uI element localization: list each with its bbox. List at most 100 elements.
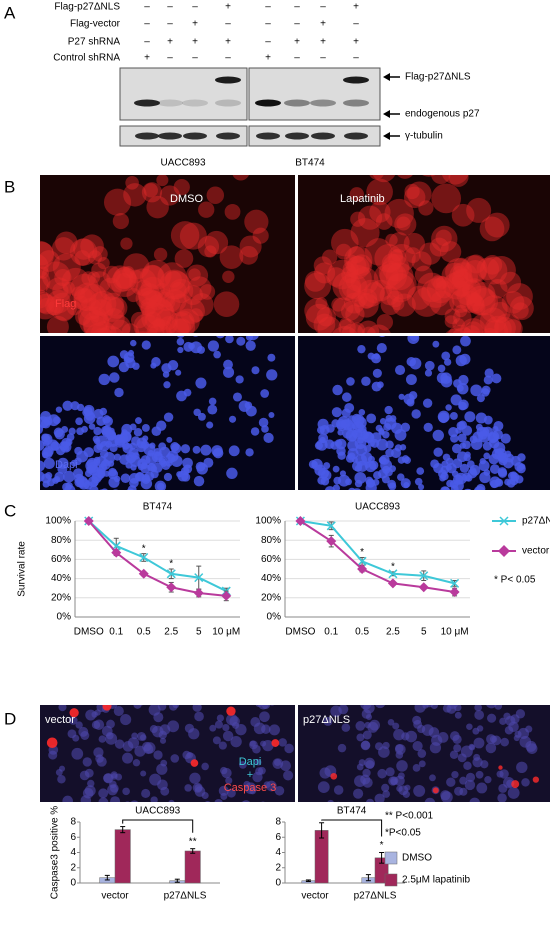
cell <box>129 269 143 284</box>
cell <box>342 260 359 278</box>
cell <box>348 487 356 490</box>
cell <box>206 186 225 204</box>
cell <box>465 672 472 679</box>
cell <box>455 858 463 866</box>
cell <box>61 267 90 297</box>
cell <box>79 770 90 781</box>
cell <box>424 797 436 802</box>
cell <box>62 400 73 411</box>
cell <box>195 377 207 389</box>
cell <box>99 296 125 322</box>
cell <box>486 705 497 709</box>
cell <box>475 506 483 514</box>
cell <box>141 462 148 470</box>
cell <box>274 785 285 796</box>
cell <box>93 719 105 730</box>
cell <box>197 412 206 421</box>
cell <box>338 318 356 333</box>
cell <box>258 417 269 428</box>
cell <box>71 747 84 760</box>
cell <box>431 225 458 253</box>
cell <box>100 828 108 836</box>
cell <box>451 288 472 309</box>
cell <box>344 402 355 413</box>
cell <box>448 426 459 438</box>
cell <box>384 417 397 430</box>
cell <box>88 299 114 324</box>
cell <box>326 489 331 490</box>
cell <box>79 283 108 312</box>
cell <box>405 247 421 263</box>
bracket <box>321 819 383 837</box>
cell <box>482 426 493 437</box>
cell <box>148 682 158 692</box>
cell <box>457 383 469 395</box>
cell <box>156 763 168 775</box>
cell <box>453 744 462 753</box>
cell <box>165 295 181 312</box>
cell <box>114 387 124 398</box>
cell <box>144 311 162 329</box>
cell <box>452 265 465 278</box>
cell <box>199 834 209 844</box>
cell <box>413 784 426 797</box>
cell <box>389 465 396 473</box>
cell <box>357 320 380 333</box>
cell <box>511 780 520 789</box>
cell <box>426 275 455 304</box>
cell <box>211 856 219 864</box>
cell <box>456 421 466 431</box>
cell <box>75 308 92 325</box>
cell <box>446 479 454 488</box>
cell <box>435 845 444 854</box>
cell <box>190 341 203 354</box>
cell <box>121 323 140 333</box>
cell <box>366 178 393 206</box>
cell <box>170 221 200 250</box>
cell <box>135 315 165 333</box>
cell <box>212 736 221 745</box>
cell <box>144 297 174 327</box>
cell <box>252 744 261 754</box>
cell <box>324 486 336 490</box>
sign: + <box>320 19 326 30</box>
cell <box>139 518 146 525</box>
cell <box>232 175 249 181</box>
cell <box>141 424 150 432</box>
panel-label: D <box>4 709 16 728</box>
cell <box>81 682 89 690</box>
panel-label: A <box>4 3 16 22</box>
cell <box>474 485 485 490</box>
cell <box>357 288 378 309</box>
cell <box>475 811 485 821</box>
cell <box>493 316 516 333</box>
cell <box>87 683 93 689</box>
cell <box>143 183 158 198</box>
cell <box>458 374 469 386</box>
cell <box>86 809 92 815</box>
cell <box>366 413 377 424</box>
cell <box>386 663 394 671</box>
cell <box>106 265 134 293</box>
cell <box>161 461 171 470</box>
cell <box>87 779 95 788</box>
cell <box>464 451 471 458</box>
cell <box>96 466 106 475</box>
cell <box>118 361 130 373</box>
sign: – <box>144 37 150 48</box>
cell <box>155 291 176 312</box>
cell <box>341 392 352 402</box>
cell <box>168 799 175 802</box>
cell <box>109 498 116 505</box>
cell <box>24 437 31 444</box>
cell <box>131 864 142 875</box>
cell <box>150 516 159 525</box>
cell <box>463 321 484 333</box>
cell <box>219 245 244 269</box>
cell <box>236 336 246 346</box>
cell <box>481 327 499 333</box>
cell <box>106 719 115 729</box>
cell <box>91 262 107 278</box>
cell <box>262 739 274 752</box>
cell <box>190 293 214 317</box>
